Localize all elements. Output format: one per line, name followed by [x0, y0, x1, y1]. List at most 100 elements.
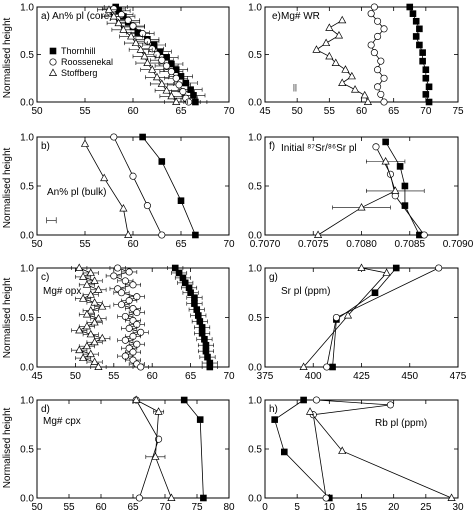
- panel-g-xtick-label: 475: [450, 371, 467, 382]
- panel-e-point-thornhill: [406, 3, 414, 11]
- panel-e-xtick-label: 45: [259, 106, 271, 117]
- panel-e-xtick-label: 55: [324, 106, 336, 117]
- panel-a-xtick-label: 65: [175, 106, 187, 117]
- panel-e-point-stoffberg: [338, 78, 347, 86]
- panel-e-point-thornhill: [419, 49, 426, 56]
- panel-a-label: a) An% pl (core): [41, 11, 113, 22]
- panel-f-point-roossenekal: [372, 143, 380, 151]
- panel-a-point-roossenekal: [167, 68, 175, 76]
- panel-a-ytick-label: 0.5: [20, 50, 34, 61]
- panel-f-point-thornhill: [396, 163, 404, 170]
- panel-h-xtick-label: 20: [388, 502, 400, 513]
- panel-c-point-thornhill: [201, 335, 208, 343]
- panel-d-xtick-label: 55: [63, 502, 75, 513]
- panel-c-point-stoffberg: [82, 280, 92, 288]
- panel-a-xtick-label: 50: [31, 106, 43, 117]
- panel-e-point-thornhill: [412, 17, 420, 25]
- panel-a-point-thornhill: [190, 92, 197, 99]
- panel-a-point-roossenekal: [175, 81, 183, 89]
- panel-b-point-thornhill: [177, 197, 185, 204]
- panel-e-point-roossenekal: [374, 32, 382, 41]
- panel-e-point-stoffberg: [325, 23, 334, 31]
- panel-h-point-roossenekal: [386, 401, 395, 409]
- panel-c-point-stoffberg: [75, 325, 84, 334]
- panel-a-point-roossenekal: [129, 22, 137, 30]
- panel-c-ytick-label: 0.5: [20, 313, 34, 324]
- panel-b-label: b): [41, 141, 50, 152]
- panel-e-point-roossenekal: [374, 83, 382, 91]
- panel-e-point-roossenekal: [380, 74, 388, 82]
- panel-e-line-stoffberg: [315, 19, 369, 103]
- panel-f-point-roossenekal: [420, 231, 428, 239]
- panel-e-ytick-label: 0.5: [248, 50, 262, 61]
- panel-f-series-thornhill: [382, 138, 423, 239]
- panel-g-ytick-label: 1.0: [248, 264, 262, 275]
- panel-e-point-roossenekal: [374, 66, 382, 74]
- panel-c-point-roossenekal: [137, 363, 145, 371]
- panel-g-point-stoffberg: [382, 268, 391, 276]
- panel-c-point-roossenekal: [114, 264, 122, 272]
- panel-c-series-roossenekal: [105, 264, 149, 371]
- panel-g-series-stoffberg: [299, 263, 391, 370]
- panel-a-point-roossenekal: [172, 74, 180, 82]
- panel-c-point-thornhill: [198, 330, 206, 337]
- panel-b-line-stoffberg: [84, 143, 129, 236]
- panel-c-point-thornhill: [191, 300, 198, 307]
- panel-g: 375 400 425 450 475 0.0 0.5 1.0 g)Sr pl (ppm): [248, 263, 467, 382]
- panel-a-point-stoffberg: [109, 11, 118, 20]
- panel-c-point-thornhill: [175, 269, 183, 277]
- panel-c-point-stoffberg: [75, 345, 84, 354]
- panel-f-point-thornhill: [382, 138, 389, 146]
- panel-e-point-stoffberg: [338, 15, 347, 24]
- panel-f-ytick-label: 0.5: [248, 182, 262, 193]
- panel-a-point-stoffberg: [143, 58, 152, 67]
- panel-d-point-roossenekal: [135, 494, 143, 502]
- panel-c-point-stoffberg: [75, 263, 84, 271]
- figure-ylabel-row4: Normalised height: [2, 407, 13, 488]
- panel-f-point-thornhill: [401, 182, 409, 190]
- panel-f-line-stoffberg: [317, 161, 396, 236]
- panel-e-series-thornhill: [406, 3, 433, 106]
- panel-c-point-stoffberg: [86, 268, 95, 276]
- panel-c-title: Mg# opx: [43, 286, 81, 297]
- panel-g-series-thornhill: [329, 264, 400, 371]
- panel-g-series-roossenekal: [323, 264, 443, 371]
- figure-ylabel-top: Normalised height: [2, 17, 13, 98]
- panel-d: 50 55 60 65 70 75 80 0.0 0.5 1.0 d)Mg# cpx: [20, 395, 235, 513]
- panel-d-series-stoffberg: [132, 395, 176, 501]
- panel-f-series-stoffberg: [313, 156, 425, 238]
- panel-e-point-stoffberg: [322, 38, 331, 47]
- panel-c-point-roossenekal: [117, 289, 126, 297]
- panel-c-point-stoffberg: [94, 313, 103, 322]
- panel-c-point-thornhill: [202, 341, 210, 349]
- figure-ylabel-row3: Normalised height: [2, 277, 13, 358]
- panel-e-xtick-label: 75: [452, 106, 464, 117]
- panel-d-point-stoffberg: [154, 407, 163, 415]
- panel-h-line-thornhill: [274, 399, 330, 499]
- panel-d-xtick-label: 50: [31, 502, 43, 513]
- panel-a-ytick-label: 0.0: [20, 98, 34, 109]
- panel-e-point-thornhill: [416, 41, 423, 49]
- panel-f-point-stoffberg: [381, 156, 390, 165]
- panel-f-line-roossenekal: [375, 146, 425, 236]
- panel-e-point-roossenekal: [370, 3, 378, 11]
- panel-b-point-thornhill: [139, 133, 146, 141]
- panel-f-point-stoffberg: [357, 203, 366, 211]
- panel-h-point-thornhill: [271, 416, 278, 423]
- panel-d-point-thornhill: [180, 396, 188, 404]
- panel-h-point-stoffberg: [447, 493, 456, 501]
- panel-g-point-roossenekal: [332, 313, 340, 322]
- panel-f-xtick-label: 0.7075: [298, 239, 329, 250]
- panel-f-xtick-label: 0.7090: [443, 239, 474, 250]
- panel-e-point-thornhill: [425, 98, 433, 106]
- panel-a-point-stoffberg: [136, 45, 145, 53]
- panel-c-xtick-label: 60: [147, 371, 159, 382]
- panel-b-point-stoffberg: [124, 230, 133, 238]
- panel-d-point-stoffberg: [167, 493, 176, 501]
- panel-f-xtick-label: 0.7070: [250, 239, 281, 250]
- panel-b-point-stoffberg: [80, 139, 90, 147]
- panel-d-point-thornhill: [200, 494, 207, 502]
- panel-g-frame: [264, 267, 459, 368]
- panel-a-point-roossenekal: [117, 11, 126, 19]
- panel-a-point-stoffberg: [152, 72, 162, 81]
